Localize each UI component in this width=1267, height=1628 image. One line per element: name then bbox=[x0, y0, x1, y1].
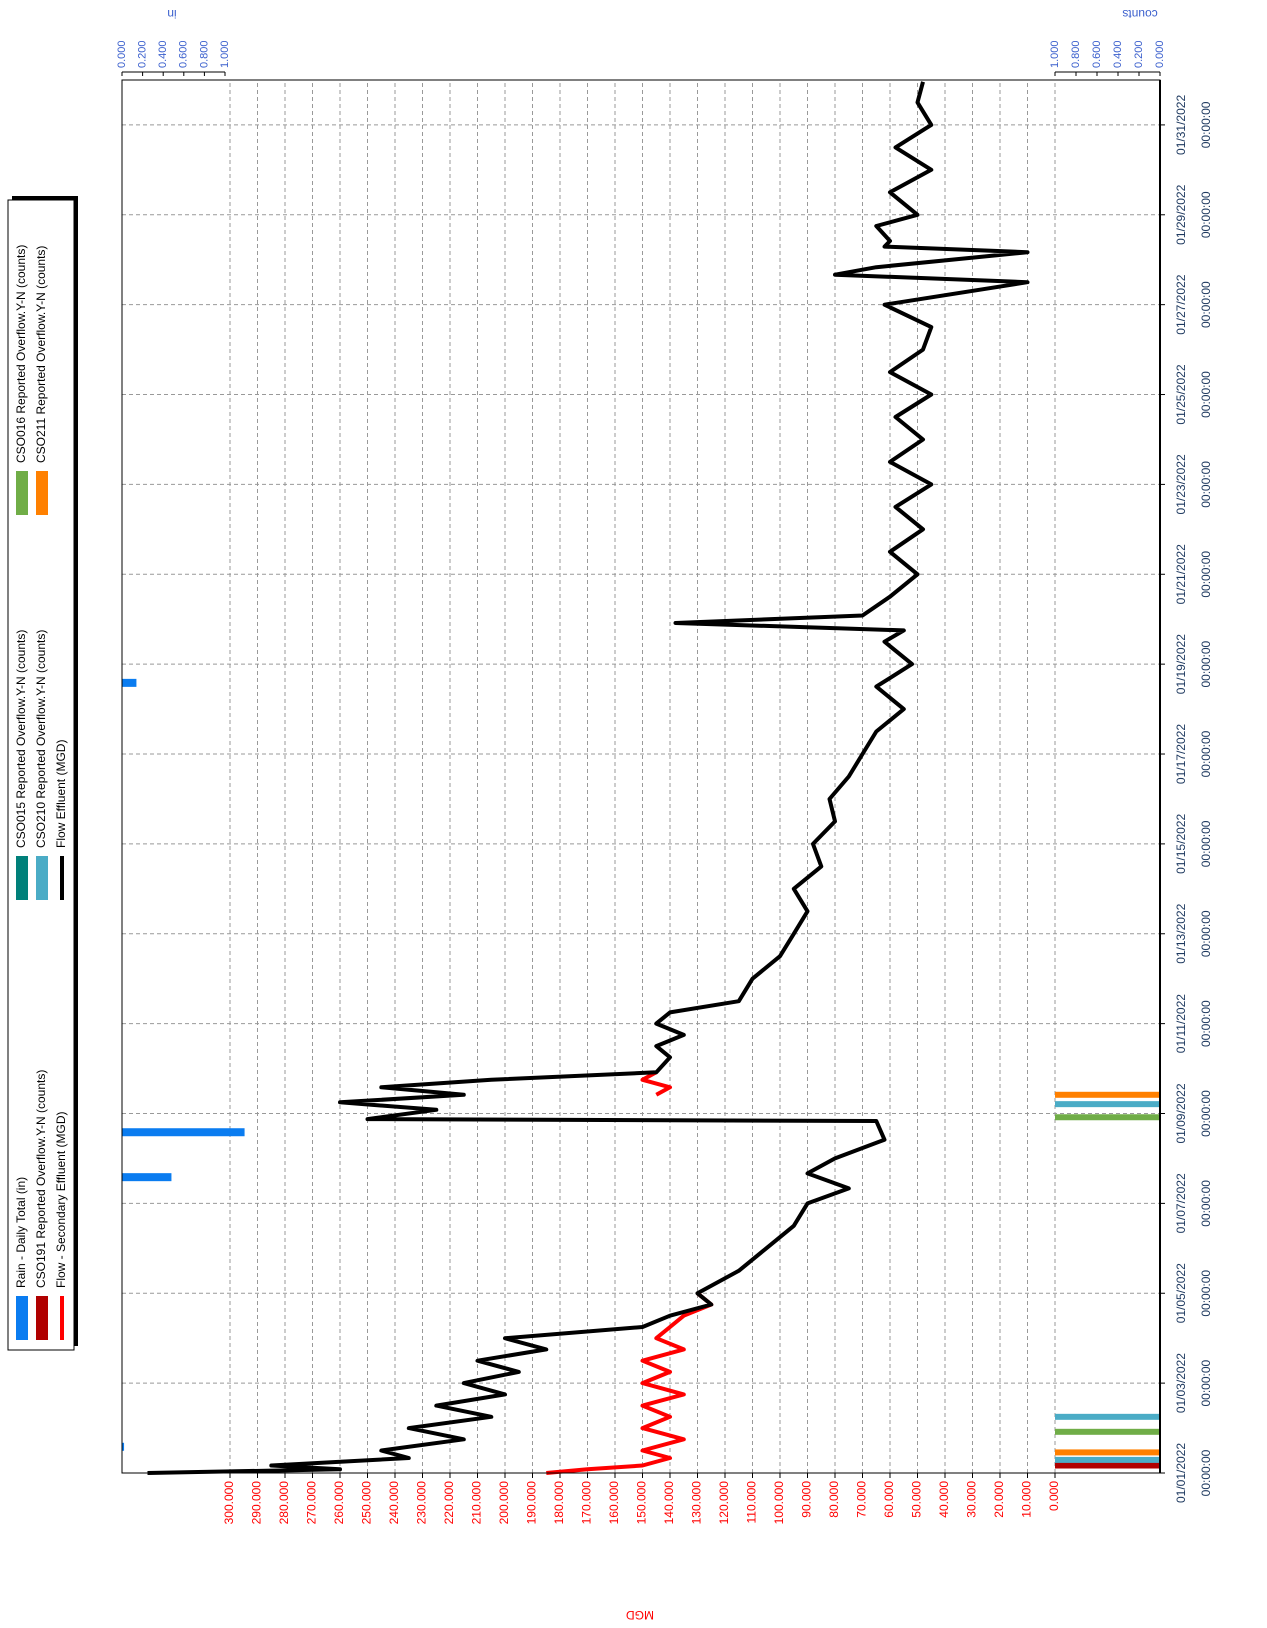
legend-label: CSO211 Reported Overflow.Y-N (counts) bbox=[34, 246, 48, 463]
x-tick-label: 01/03/2022 00:00:00 bbox=[1174, 1353, 1213, 1413]
x-tick-label: 01/27/2022 00:00:00 bbox=[1174, 274, 1213, 334]
legend-label: CSO016 Reported Overflow.Y-N (counts) bbox=[14, 245, 28, 463]
legend-label: CSO015 Reported Overflow.Y-N (counts) bbox=[14, 630, 28, 848]
y-tick-label: 1.000 bbox=[1049, 40, 1061, 68]
y-tick-label: 10.000 bbox=[1020, 1481, 1034, 1518]
plot-area bbox=[122, 80, 1160, 1473]
x-tick-label: 01/09/2022 00:00:00 bbox=[1174, 1083, 1213, 1143]
flow-line bbox=[147, 81, 1030, 1475]
y-tick-label: 300.000 bbox=[222, 1481, 236, 1525]
y-tick-label: 0.000 bbox=[1154, 40, 1166, 68]
x-tick-label: 01/01/2022 00:00:00 bbox=[1174, 1443, 1213, 1503]
x-tick-label: 01/25/2022 00:00:00 bbox=[1174, 364, 1213, 424]
rain-bar bbox=[122, 1173, 172, 1182]
y-tick-label: 0.600 bbox=[1091, 40, 1103, 68]
count-bar bbox=[1055, 1449, 1160, 1456]
count-bar bbox=[1055, 1428, 1160, 1435]
y-axis-title: MGD bbox=[626, 1608, 654, 1622]
x-tick-label: 01/19/2022 00:00:00 bbox=[1174, 634, 1213, 694]
x-tick-label: 01/31/2022 00:00:00 bbox=[1174, 95, 1213, 155]
y-tick-label: 80.000 bbox=[827, 1481, 841, 1518]
x-tick-label: 01/23/2022 00:00:00 bbox=[1174, 454, 1213, 514]
y-tick-label: 180.000 bbox=[552, 1481, 566, 1525]
rain-bar bbox=[122, 1442, 125, 1451]
y-tick-label: 20.000 bbox=[992, 1481, 1006, 1518]
legend-swatch bbox=[36, 856, 48, 900]
y-tick-label: 0.000 bbox=[1047, 1481, 1061, 1511]
legend-label: CSO210 Reported Overflow.Y-N (counts) bbox=[34, 630, 48, 848]
y-tick-label: 40.000 bbox=[937, 1481, 951, 1518]
x-tick-label: 01/07/2022 00:00:00 bbox=[1174, 1173, 1213, 1233]
y-tick-label: 0.600 bbox=[178, 40, 190, 68]
y-axis-title: in bbox=[167, 7, 176, 21]
legend-label: CSO191 Reported Overflow.Y-N (counts) bbox=[34, 1070, 48, 1288]
x-tick-label: 01/29/2022 00:00:00 bbox=[1174, 184, 1213, 244]
x-tick-label: 01/05/2022 00:00:00 bbox=[1174, 1263, 1213, 1323]
y-tick-label: 140.000 bbox=[662, 1481, 676, 1525]
legend-swatch bbox=[16, 1296, 28, 1340]
y-tick-label: 220.000 bbox=[442, 1481, 456, 1525]
legend-label: Rain - Daily Total (in) bbox=[14, 1177, 28, 1288]
y-axis-title: counts bbox=[1122, 7, 1157, 21]
y-tick-label: 110.000 bbox=[745, 1481, 759, 1524]
y-tick-label: 240.000 bbox=[387, 1481, 401, 1525]
count-bar bbox=[1055, 1114, 1160, 1121]
y-tick-label: 50.000 bbox=[910, 1481, 924, 1518]
y-tick-label: 0.000 bbox=[116, 40, 128, 68]
y-tick-label: 0.400 bbox=[157, 40, 169, 68]
y-tick-label: 260.000 bbox=[332, 1481, 346, 1525]
y-tick-label: 150.000 bbox=[635, 1481, 649, 1525]
y-tick-label: 270.000 bbox=[305, 1481, 319, 1525]
count-bar bbox=[1055, 1456, 1160, 1463]
y-tick-label: 290.000 bbox=[250, 1481, 264, 1525]
y-tick-label: 0.200 bbox=[137, 40, 149, 68]
y-tick-label: 60.000 bbox=[882, 1481, 896, 1518]
legend-label: Flow Effluent (MGD) bbox=[54, 740, 68, 848]
y-tick-label: 0.400 bbox=[1112, 40, 1124, 68]
y-tick-label: 250.000 bbox=[360, 1481, 374, 1525]
x-tick-label: 01/13/2022 00:00:00 bbox=[1174, 903, 1213, 963]
y-tick-label: 200.000 bbox=[497, 1481, 511, 1525]
rain-bar bbox=[122, 1128, 245, 1137]
y-tick-label: 210.000 bbox=[470, 1481, 484, 1525]
legend-label: Flow - Secondary Effluent (MGD) bbox=[54, 1111, 68, 1288]
x-tick-label: 01/11/2022 00:00:00 bbox=[1174, 994, 1213, 1053]
y-tick-label: 190.000 bbox=[525, 1481, 539, 1525]
legend-swatch bbox=[36, 471, 48, 515]
y-tick-label: 0.800 bbox=[1070, 40, 1082, 68]
y-tick-label: 90.000 bbox=[800, 1481, 814, 1518]
flow-line bbox=[640, 1070, 672, 1097]
y-tick-label: 280.000 bbox=[277, 1481, 291, 1525]
y-tick-label: 70.000 bbox=[855, 1481, 869, 1518]
y-tick-label: 0.800 bbox=[198, 40, 210, 68]
y-tick-label: 130.000 bbox=[690, 1481, 704, 1525]
legend-swatch bbox=[16, 471, 28, 515]
flow-line bbox=[546, 1291, 714, 1475]
rain-bar bbox=[122, 678, 137, 687]
y-tick-label: 0.200 bbox=[1133, 40, 1145, 68]
y-tick-label: 230.000 bbox=[415, 1481, 429, 1525]
x-tick-label: 01/15/2022 00:00:00 bbox=[1174, 814, 1213, 874]
y-tick-label: 30.000 bbox=[965, 1481, 979, 1518]
x-tick-label: 01/21/2022 00:00:00 bbox=[1174, 544, 1213, 604]
y-tick-label: 120.000 bbox=[717, 1481, 731, 1525]
x-tick-label: 01/17/2022 00:00:00 bbox=[1174, 724, 1213, 784]
count-bar bbox=[1055, 1462, 1160, 1469]
count-bar bbox=[1055, 1091, 1160, 1098]
count-bar bbox=[1055, 1101, 1160, 1108]
y-tick-label: 100.000 bbox=[772, 1481, 786, 1525]
rotated-chart: 0.000 10.000 20.000 30.000 40.000 50.000 60.00… bbox=[7, 7, 1213, 1622]
y-tick-label: 170.000 bbox=[580, 1481, 594, 1525]
count-bar bbox=[1055, 1413, 1160, 1420]
legend-swatch bbox=[36, 1296, 48, 1340]
y-tick-label: 160.000 bbox=[607, 1481, 621, 1525]
legend-swatch bbox=[16, 856, 28, 900]
y-tick-label: 1.000 bbox=[219, 40, 231, 68]
